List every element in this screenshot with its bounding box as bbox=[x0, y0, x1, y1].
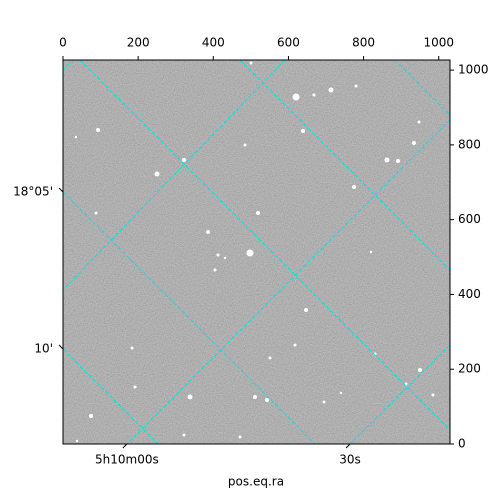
x-tick-label: 400 bbox=[202, 36, 225, 50]
stars bbox=[74, 61, 435, 443]
dec-tick-label: 10' bbox=[34, 342, 53, 356]
y-tick-label: 200 bbox=[458, 362, 481, 376]
x-axis-label: pos.eq.ra bbox=[228, 475, 284, 489]
y-tick-label: 600 bbox=[458, 212, 481, 226]
dec-tick-label: 18°05' bbox=[13, 184, 53, 198]
ra-tick bbox=[345, 443, 351, 449]
ra-tick bbox=[122, 443, 128, 449]
x-tick-label: 1000 bbox=[423, 36, 454, 50]
x-tick-label: 200 bbox=[127, 36, 150, 50]
coordinate-grid bbox=[63, 60, 450, 444]
sky-image bbox=[63, 60, 450, 444]
y-tick-label: 800 bbox=[458, 137, 481, 151]
ra-tick-label: 5h10m00s bbox=[95, 453, 159, 467]
x-tick-label: 600 bbox=[277, 36, 300, 50]
ra-tick-label: 30s bbox=[339, 453, 361, 467]
frame bbox=[62, 59, 451, 445]
y-tick-label: 1000 bbox=[458, 63, 489, 77]
dec-tick bbox=[58, 187, 64, 193]
y-tick-label: 0 bbox=[458, 437, 466, 451]
x-tick-label: 800 bbox=[352, 36, 375, 50]
dec-tick bbox=[58, 344, 64, 350]
y-tick-label: 400 bbox=[458, 287, 481, 301]
x-tick-label: 0 bbox=[59, 36, 67, 50]
